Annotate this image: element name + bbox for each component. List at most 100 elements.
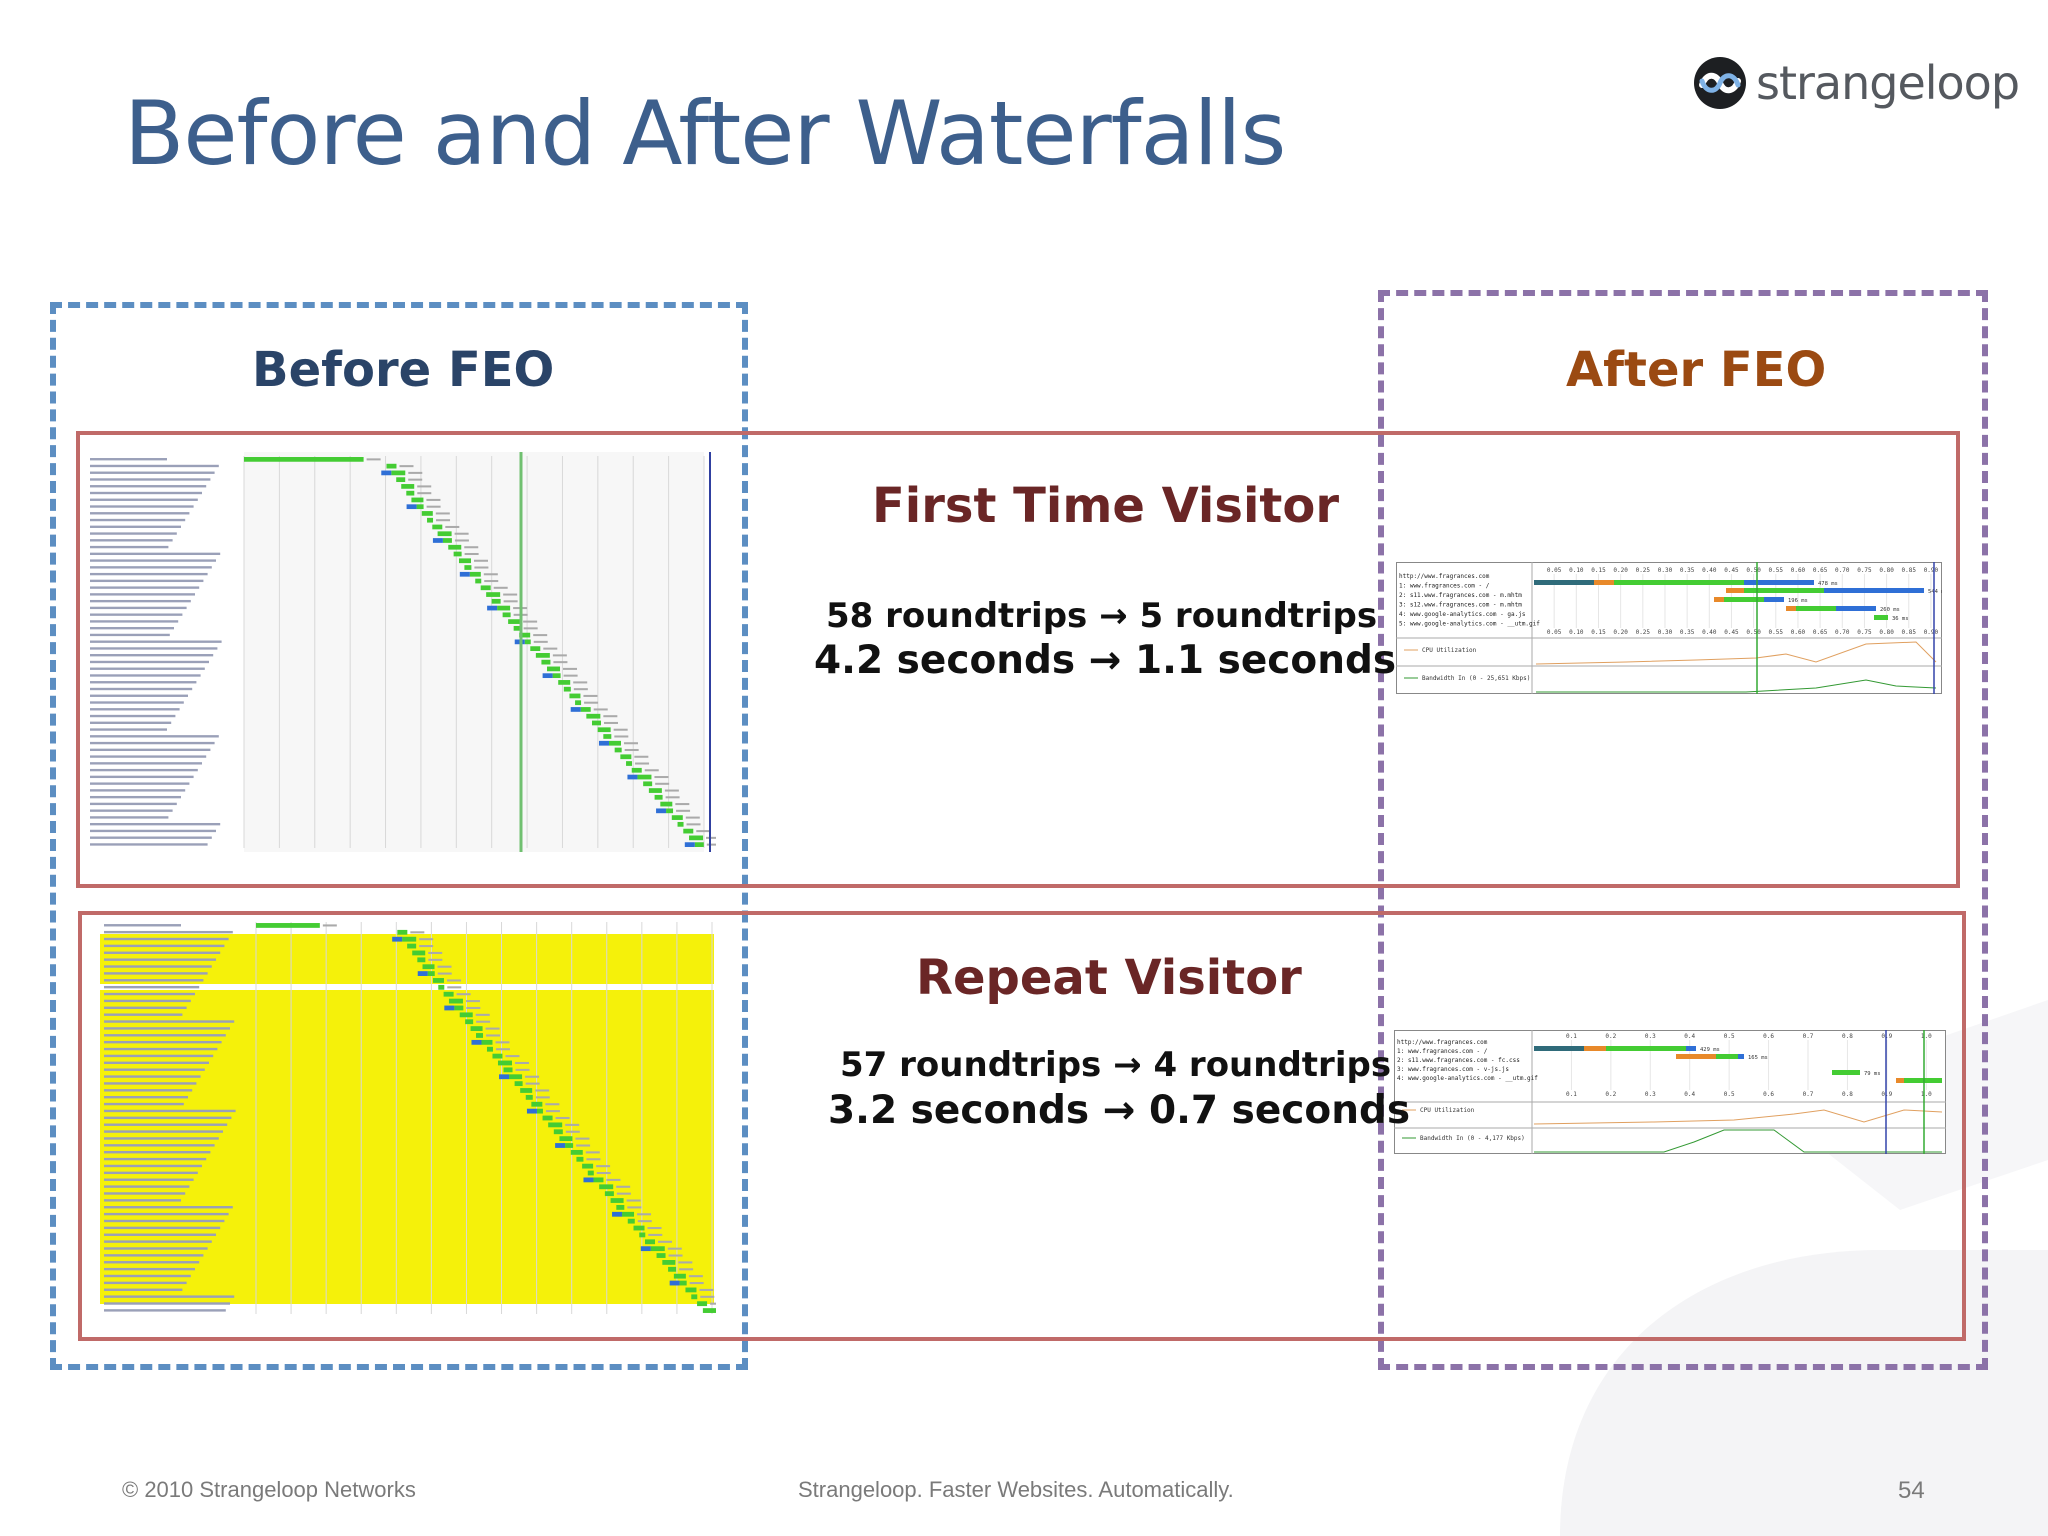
- request-timing-label: [552, 654, 567, 657]
- tick-label: 0.8: [1842, 1091, 1853, 1098]
- request-bar: [683, 828, 694, 834]
- request-timing-label: [445, 525, 460, 528]
- request-bar-segment: [471, 1039, 482, 1045]
- tick-label: 0.90: [1924, 629, 1939, 636]
- request-label: [104, 1047, 218, 1051]
- request-timing-label: [533, 634, 548, 637]
- request-label: [90, 708, 180, 711]
- tick-label: 0.60: [1791, 629, 1806, 636]
- request-timing-label: [523, 627, 538, 630]
- request-bar: [486, 1046, 493, 1052]
- request-timing-label: [700, 1295, 715, 1298]
- repeat-visit-roundtrips: 57 roundtrips → 4 roundtrips: [840, 1045, 1392, 1085]
- request-bar-segment: [406, 504, 417, 510]
- request-bar: [416, 504, 424, 510]
- request-timing-label: [576, 1144, 591, 1147]
- timeline-ticks: 0.1 0.2 0.3 0.4 0.5 0.6 0.7 0.8 0.9 1.0: [1566, 1091, 1932, 1098]
- tick-label: 0.3: [1645, 1091, 1656, 1098]
- request-bar-segment: [444, 1005, 455, 1011]
- request-label: [90, 599, 191, 603]
- request-timing-label: [654, 776, 669, 779]
- request-timing-label: [503, 600, 518, 603]
- request-bar: [459, 558, 472, 564]
- request-label: [104, 1219, 225, 1223]
- request-bar: [593, 1177, 604, 1183]
- request-bar: [437, 531, 452, 537]
- request-label: [104, 1192, 186, 1195]
- request-bar: [421, 511, 433, 516]
- request-bar-segment: [1832, 1070, 1860, 1075]
- tick-label: 0.05: [1547, 567, 1562, 574]
- timeline-ticks: 0.1 0.2 0.3 0.4 0.5 0.6 0.7 0.8 0.9 1.0: [1566, 1033, 1932, 1090]
- request-bar: [689, 835, 704, 841]
- request-bar: [671, 815, 683, 820]
- request-bar-segment: [499, 1074, 510, 1080]
- request-bar: [597, 727, 611, 733]
- request-bar: [575, 700, 582, 706]
- request-label: [90, 593, 195, 596]
- request-timing-label: [586, 1158, 601, 1161]
- request-label: [90, 694, 188, 697]
- request-bar-segment: [598, 740, 609, 746]
- tick-label: 0.80: [1879, 629, 1894, 636]
- request-bar: [412, 950, 426, 956]
- request-label: [104, 1164, 202, 1168]
- timeline-ticks: 0.05 0.10 0.15 0.20 0.25 0.30 0.35 0.40 0.45 0.50…: [1547, 629, 1939, 636]
- request-timing-label: [606, 1178, 621, 1181]
- repeat-visitor-title: Repeat Visitor: [916, 950, 1302, 1006]
- request-bar: [614, 747, 622, 753]
- request-timing-label: [626, 1199, 641, 1202]
- request-label: [104, 1075, 201, 1078]
- request-label: [90, 626, 174, 630]
- request-bar: [525, 1094, 533, 1100]
- request-label: [104, 1226, 221, 1230]
- request-label: [90, 512, 190, 515]
- request-bar-segment: [1796, 606, 1836, 611]
- request-label: [104, 1027, 230, 1030]
- request-bar: [660, 801, 673, 807]
- request-bar: [475, 578, 482, 584]
- request-bar: [570, 1149, 583, 1155]
- tick-label: 0.15: [1591, 567, 1606, 574]
- request-bar: [648, 788, 662, 793]
- tick-label: 0.10: [1569, 629, 1584, 636]
- tick-label: 0.40: [1702, 629, 1717, 636]
- request-label: [104, 1171, 198, 1175]
- request-bar-segment: [1686, 1046, 1696, 1051]
- request-timing-label: [454, 532, 469, 535]
- request-label: [104, 1151, 211, 1154]
- request-timing-label: [486, 1034, 501, 1037]
- request-bar: [639, 1232, 646, 1238]
- request-label: [104, 1157, 207, 1161]
- request-label: [104, 1199, 181, 1202]
- request-timing-label: [456, 993, 471, 996]
- request-timing-label: [474, 559, 489, 562]
- request-timing: 36 ms: [1892, 616, 1909, 622]
- request-label: [104, 1233, 216, 1236]
- request-timing-label: [408, 471, 423, 474]
- tick-label: 0.4: [1684, 1033, 1695, 1040]
- request-label: [90, 836, 212, 839]
- request-bar: [480, 585, 491, 591]
- request-timing-label: [447, 986, 462, 989]
- request-timing-label: [596, 1171, 611, 1175]
- request-timing-label: [584, 701, 599, 704]
- request-bar: [576, 1156, 584, 1162]
- request-timing-label: [647, 1227, 662, 1230]
- request-timing-label: [613, 728, 628, 731]
- request-bar-segment: [1904, 1078, 1942, 1083]
- request-bar: [673, 1273, 686, 1279]
- request-timing-label: [525, 1082, 540, 1085]
- request-timing-label: [699, 1288, 714, 1291]
- request-timing: 196 ms: [1788, 598, 1808, 604]
- request-label: [104, 1068, 205, 1071]
- tick-label: 0.70: [1835, 629, 1850, 636]
- request-bar-segment: [684, 842, 695, 847]
- request-label: [104, 1130, 223, 1133]
- before-first-visit-waterfall: [86, 446, 716, 860]
- request-bar: [563, 686, 571, 692]
- page-number: 54: [1898, 1477, 1925, 1504]
- request-bar-segment: [432, 538, 443, 543]
- tick-label: 0.45: [1724, 567, 1739, 574]
